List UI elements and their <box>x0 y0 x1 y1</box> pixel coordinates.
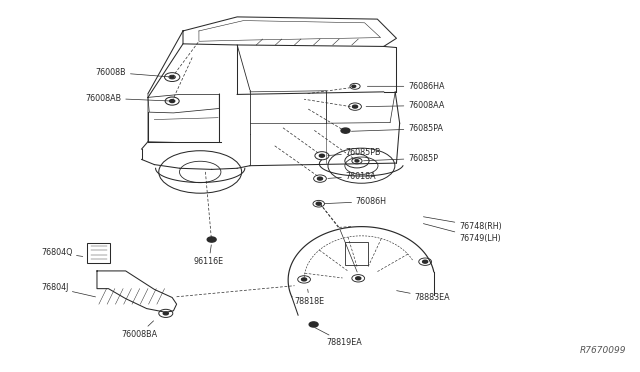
Text: 76086H: 76086H <box>324 197 387 206</box>
Text: R7670099: R7670099 <box>579 346 626 355</box>
Text: 76748(RH): 76748(RH) <box>424 217 502 231</box>
Circle shape <box>317 177 323 180</box>
Text: 76749(LH): 76749(LH) <box>424 224 500 243</box>
Circle shape <box>353 105 358 108</box>
Text: 76008B: 76008B <box>96 68 170 77</box>
Circle shape <box>207 237 216 242</box>
Text: 76804J: 76804J <box>41 283 95 297</box>
Circle shape <box>170 100 175 103</box>
Text: 78883EA: 78883EA <box>397 291 450 302</box>
Text: 76018A: 76018A <box>328 171 376 180</box>
Circle shape <box>341 128 350 133</box>
Circle shape <box>170 76 174 78</box>
Text: 78818E: 78818E <box>294 289 324 306</box>
Text: 76008AB: 76008AB <box>86 94 170 103</box>
Text: 96116E: 96116E <box>194 245 224 266</box>
Circle shape <box>309 322 318 327</box>
Circle shape <box>163 312 168 315</box>
Text: 76008BA: 76008BA <box>121 321 157 339</box>
Circle shape <box>352 85 356 87</box>
Text: 76085P: 76085P <box>364 154 438 163</box>
Circle shape <box>319 154 324 157</box>
Text: 76804Q: 76804Q <box>41 248 83 257</box>
Circle shape <box>301 278 307 281</box>
Text: 76086HA: 76086HA <box>367 82 444 91</box>
Circle shape <box>422 260 428 263</box>
Text: 76085PB: 76085PB <box>328 148 381 157</box>
Circle shape <box>356 277 361 280</box>
Text: 76008AA: 76008AA <box>366 101 444 110</box>
Text: 78819EA: 78819EA <box>315 328 362 347</box>
Circle shape <box>355 160 359 162</box>
Text: 76085PA: 76085PA <box>351 124 443 133</box>
Circle shape <box>316 202 321 205</box>
